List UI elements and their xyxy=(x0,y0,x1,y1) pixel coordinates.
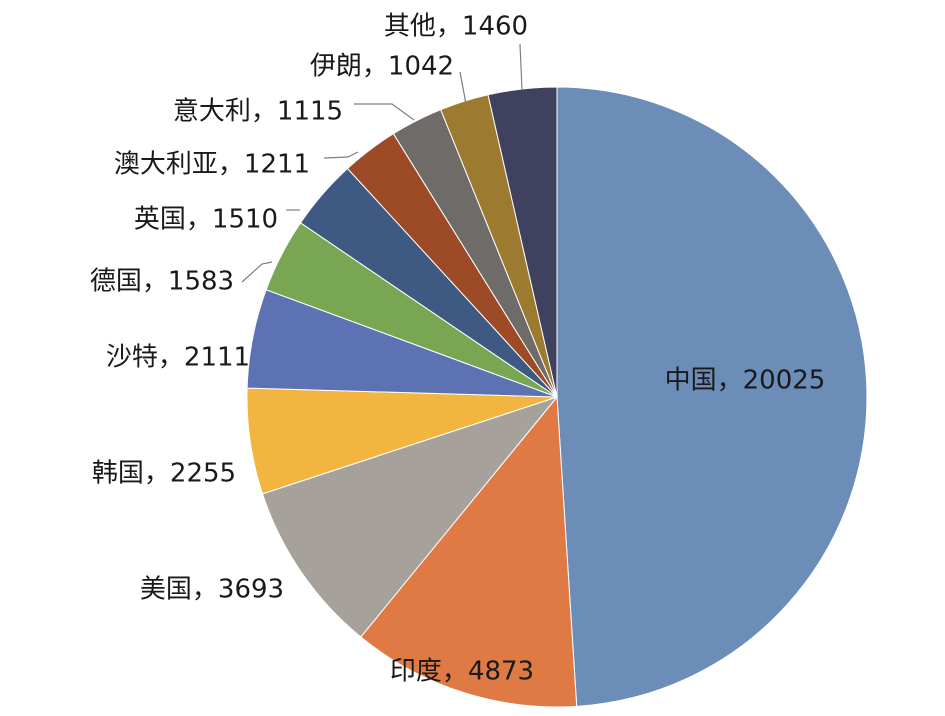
leader-line-7 xyxy=(323,151,359,159)
slice-label-10: 其他，1460 xyxy=(384,12,528,42)
leader-lines xyxy=(241,43,523,283)
slice-label-7: 澳大利亚，1211 xyxy=(114,150,310,180)
slice-label-2: 美国，3693 xyxy=(140,575,284,605)
pie-slice-2 xyxy=(261,395,559,638)
slice-label-3: 韩国，2255 xyxy=(92,459,236,489)
slice-label-5: 德国，1583 xyxy=(90,267,234,297)
pie-slice-1 xyxy=(360,395,578,708)
slice-label-1: 印度，4873 xyxy=(390,657,534,687)
slice-label-8: 意大利，1115 xyxy=(173,97,343,127)
pie-slices xyxy=(246,86,868,708)
leader-line-5 xyxy=(241,261,273,283)
slice-label-6: 英国，1510 xyxy=(134,205,278,235)
pie-slice-0 xyxy=(556,86,868,707)
slice-label-0: 中国，20025 xyxy=(665,366,826,396)
slice-label-4: 沙特，2111 xyxy=(106,343,250,373)
leader-line-10 xyxy=(519,43,523,91)
leader-line-9 xyxy=(459,71,467,105)
slice-labels: 中国，20025 印度，4873 美国，3693 韩国，2255 沙特，2111 德国，1… xyxy=(90,12,825,687)
leader-line-8 xyxy=(354,103,415,121)
slice-label-9: 伊朗，1042 xyxy=(310,52,454,82)
